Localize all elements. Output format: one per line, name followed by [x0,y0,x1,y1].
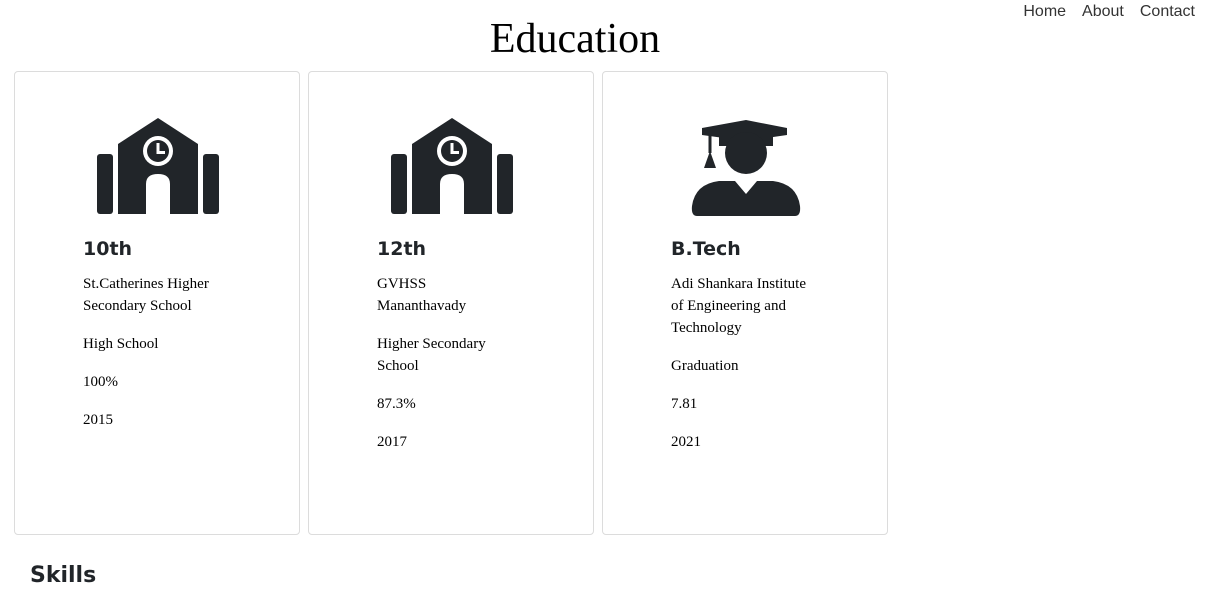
education-card-btech: B.Tech Adi Shankara Institute of Enginee… [602,71,888,535]
score: 100% [83,374,118,390]
page-title: Education [489,16,661,62]
top-nav: Home About Contact [1023,3,1195,21]
card-body: 12th GVHSS Mananthavady Higher Secondary… [377,235,517,469]
institution-name: GVHSS Mananthavady [377,276,467,314]
card-title: B.Tech [671,238,741,260]
score: 7.81 [671,396,698,412]
nav-home-link[interactable]: Home [1023,3,1067,20]
education-card-12th: 12th GVHSS Mananthavady Higher Secondary… [308,71,594,535]
education-cards: 10th St.Catherines Higher Secondary Scho… [14,71,888,535]
nav-about-link[interactable]: About [1082,3,1124,20]
year: 2021 [671,434,701,450]
nav-contact-link[interactable]: Contact [1139,3,1195,20]
school-icon [391,118,513,214]
card-body: B.Tech Adi Shankara Institute of Enginee… [671,235,811,469]
education-level: High School [83,336,159,352]
card-title: 12th [377,238,427,260]
education-level: Graduation [671,358,739,374]
card-title: 10th [83,238,133,260]
institution-name: St.Catherines Higher Secondary School [83,276,209,314]
skills-heading: Skills [30,563,97,588]
graduate-icon [691,120,801,216]
school-icon [97,118,219,214]
education-card-10th: 10th St.Catherines Higher Secondary Scho… [14,71,300,535]
education-level: Higher Secondary School [377,336,486,374]
institution-name: Adi Shankara Institute of Engineering an… [671,276,806,336]
card-body: 10th St.Catherines Higher Secondary Scho… [83,235,223,447]
score: 87.3% [377,396,416,412]
year: 2015 [83,412,113,428]
year: 2017 [377,434,407,450]
